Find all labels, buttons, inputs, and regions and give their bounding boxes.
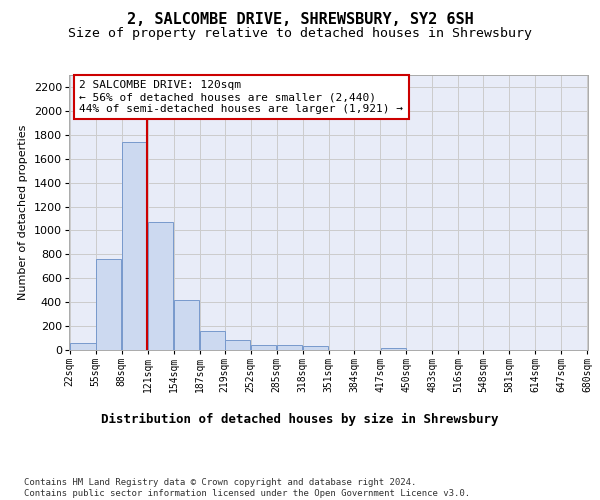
Bar — [70, 344, 95, 350]
Bar — [96, 259, 121, 350]
Bar — [380, 348, 406, 350]
Bar — [200, 332, 225, 350]
Y-axis label: Number of detached properties: Number of detached properties — [18, 125, 28, 300]
Bar — [122, 142, 148, 350]
Bar — [277, 345, 302, 350]
Bar — [174, 300, 199, 350]
Bar — [303, 346, 328, 350]
Text: Size of property relative to detached houses in Shrewsbury: Size of property relative to detached ho… — [68, 28, 532, 40]
Text: 2, SALCOMBE DRIVE, SHREWSBURY, SY2 6SH: 2, SALCOMBE DRIVE, SHREWSBURY, SY2 6SH — [127, 12, 473, 28]
Text: Contains HM Land Registry data © Crown copyright and database right 2024.
Contai: Contains HM Land Registry data © Crown c… — [24, 478, 470, 498]
Text: Distribution of detached houses by size in Shrewsbury: Distribution of detached houses by size … — [101, 412, 499, 426]
Bar — [225, 340, 250, 350]
Bar — [148, 222, 173, 350]
Text: 2 SALCOMBE DRIVE: 120sqm
← 56% of detached houses are smaller (2,440)
44% of sem: 2 SALCOMBE DRIVE: 120sqm ← 56% of detach… — [79, 80, 403, 114]
Bar — [251, 344, 277, 350]
